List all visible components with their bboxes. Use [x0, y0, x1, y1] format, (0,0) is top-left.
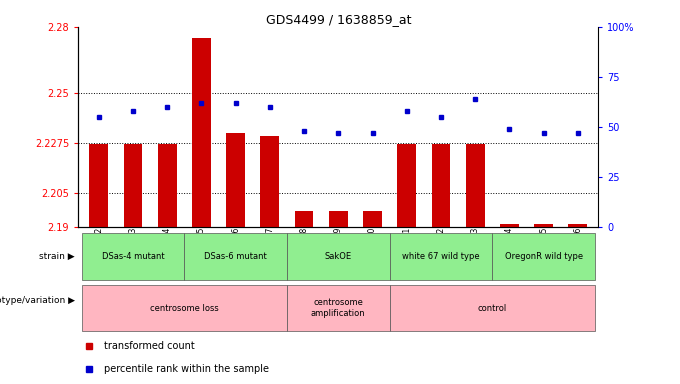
Bar [432, 144, 450, 227]
Text: strain ▶: strain ▶ [39, 252, 75, 261]
Title: GDS4499 / 1638859_at: GDS4499 / 1638859_at [266, 13, 411, 26]
Bar [158, 144, 177, 227]
FancyBboxPatch shape [390, 233, 492, 280]
Bar [363, 211, 382, 227]
Text: genotype/variation ▶: genotype/variation ▶ [0, 296, 75, 305]
Bar [192, 38, 211, 227]
Bar [466, 144, 485, 227]
FancyBboxPatch shape [184, 233, 287, 280]
Bar [534, 224, 553, 227]
Text: percentile rank within the sample: percentile rank within the sample [104, 364, 269, 374]
FancyBboxPatch shape [82, 285, 287, 331]
Text: OregonR wild type: OregonR wild type [505, 252, 583, 261]
Bar [294, 211, 313, 227]
Text: transformed count: transformed count [104, 341, 195, 351]
Text: DSas-6 mutant: DSas-6 mutant [204, 252, 267, 261]
Bar [500, 224, 519, 227]
Bar [89, 144, 108, 227]
Text: SakOE: SakOE [325, 252, 352, 261]
Bar [260, 136, 279, 227]
Text: white 67 wild type: white 67 wild type [402, 252, 480, 261]
Text: centrosome loss: centrosome loss [150, 304, 219, 313]
Text: centrosome
amplification: centrosome amplification [311, 298, 366, 318]
FancyBboxPatch shape [82, 233, 184, 280]
Bar [124, 144, 142, 227]
FancyBboxPatch shape [492, 233, 595, 280]
FancyBboxPatch shape [287, 285, 390, 331]
FancyBboxPatch shape [390, 285, 595, 331]
Bar [226, 133, 245, 227]
Text: DSas-4 mutant: DSas-4 mutant [101, 252, 165, 261]
FancyBboxPatch shape [287, 233, 390, 280]
Bar [397, 144, 416, 227]
Text: control: control [477, 304, 507, 313]
Bar [329, 211, 347, 227]
Bar [568, 224, 588, 227]
